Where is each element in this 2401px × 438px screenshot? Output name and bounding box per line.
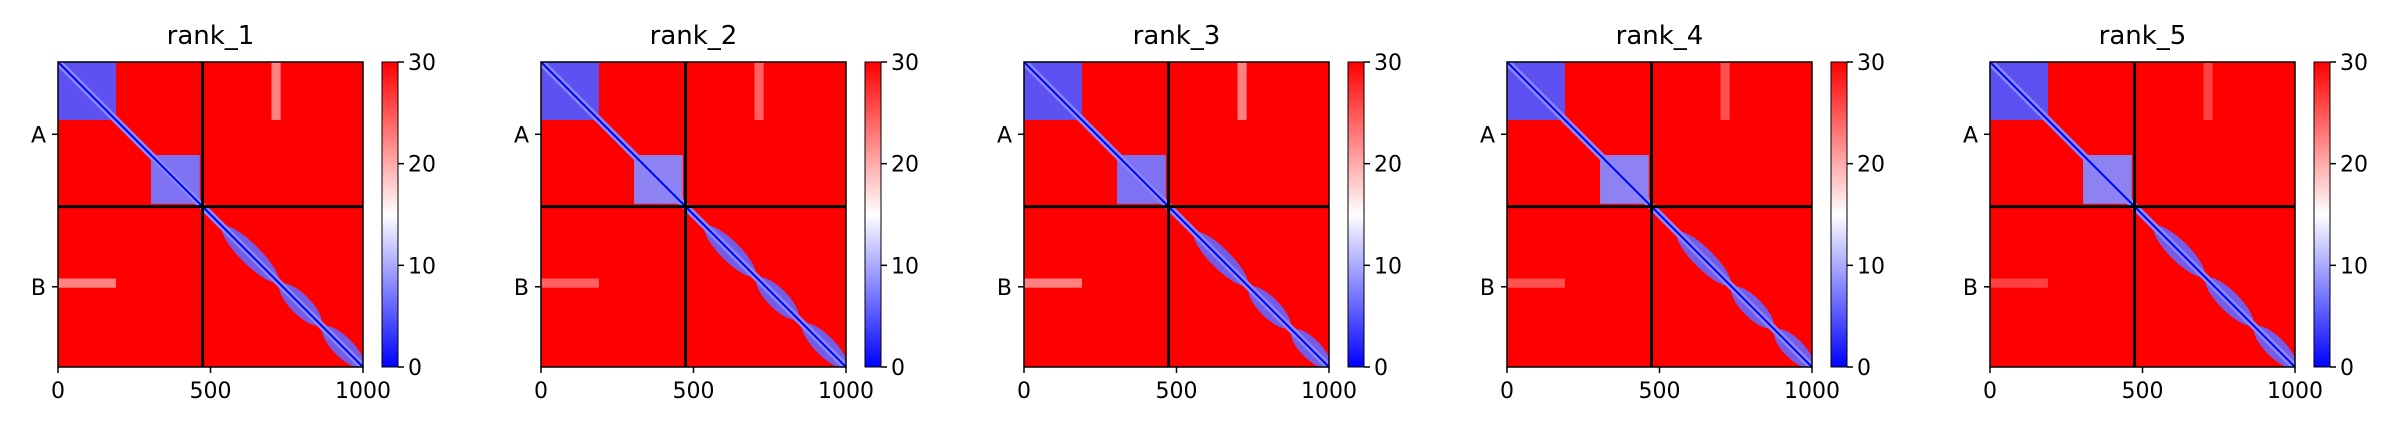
diagonal-core bbox=[58, 62, 363, 367]
diagonal-core bbox=[541, 62, 846, 367]
heatmap-block bbox=[541, 278, 599, 288]
x-tick-label: 500 bbox=[673, 379, 715, 404]
x-tick-label: 0 bbox=[1500, 379, 1514, 404]
panel-title: rank_2 bbox=[650, 21, 738, 51]
colorbar-tick-label: 30 bbox=[2340, 51, 2368, 76]
heatmap-image bbox=[541, 62, 846, 367]
colorbar-gradient bbox=[1347, 61, 1365, 368]
x-tick-label: 1000 bbox=[2267, 379, 2323, 404]
colorbar-tick-label: 20 bbox=[408, 153, 436, 178]
colorbar-tick-label: 10 bbox=[1374, 254, 1402, 279]
colorbar-tick-label: 0 bbox=[1374, 356, 1388, 381]
y-tick-label: A bbox=[514, 123, 529, 148]
heatmap-block bbox=[271, 62, 281, 120]
x-tick-label: 0 bbox=[534, 379, 548, 404]
colorbar-tick-label: 20 bbox=[2340, 153, 2368, 178]
colorbar-tick-label: 0 bbox=[891, 356, 905, 381]
colorbar-gradient bbox=[2313, 61, 2331, 368]
x-tick-label: 1000 bbox=[1301, 379, 1357, 404]
x-tick-label: 0 bbox=[51, 379, 65, 404]
heatmap-block bbox=[58, 278, 116, 288]
colorbar-tick-label: 30 bbox=[1857, 51, 1885, 76]
panel-title: rank_4 bbox=[1616, 21, 1704, 51]
diagonal-core bbox=[1507, 62, 1812, 367]
heatmap-panel-4: rank_4 0 500 1000 A B 0 10 20 30 bbox=[1480, 21, 1885, 404]
x-tick-label: 1000 bbox=[818, 379, 874, 404]
y-tick-label: B bbox=[1963, 276, 1978, 301]
colorbar-tick-label: 30 bbox=[408, 51, 436, 76]
heatmap-panel-2: rank_2 0 500 1000 A B 0 10 20 30 bbox=[514, 21, 919, 404]
colorbar: 0 10 20 30 bbox=[381, 51, 436, 381]
y-tick-label: A bbox=[31, 123, 46, 148]
colorbar-tick-label: 10 bbox=[891, 254, 919, 279]
colorbar: 0 10 20 30 bbox=[1347, 51, 1402, 381]
colorbar-gradient bbox=[381, 61, 399, 368]
heatmap-image bbox=[1024, 62, 1329, 367]
colorbar-tick-label: 20 bbox=[891, 153, 919, 178]
x-tick-label: 1000 bbox=[1784, 379, 1840, 404]
heatmap-panel-5: rank_5 0 500 1000 A B 0 10 20 30 bbox=[1963, 21, 2368, 404]
colorbar-tick-label: 10 bbox=[1857, 254, 1885, 279]
y-tick-label: A bbox=[997, 123, 1012, 148]
y-tick-label: B bbox=[1480, 276, 1495, 301]
heatmap-block bbox=[1507, 278, 1565, 288]
colorbar: 0 10 20 30 bbox=[864, 51, 919, 381]
x-tick-label: 500 bbox=[2122, 379, 2164, 404]
x-tick-label: 0 bbox=[1983, 379, 1997, 404]
y-tick-label: B bbox=[997, 276, 1012, 301]
colorbar: 0 10 20 30 bbox=[1830, 51, 1885, 381]
heatmap-block bbox=[1990, 278, 2048, 288]
panel-title: rank_3 bbox=[1133, 21, 1221, 51]
heatmap-image bbox=[1990, 62, 2295, 367]
colorbar-gradient bbox=[1830, 61, 1848, 368]
colorbar-tick-label: 30 bbox=[891, 51, 919, 76]
colorbar-tick-label: 0 bbox=[2340, 356, 2354, 381]
diagonal-core bbox=[1024, 62, 1329, 367]
colorbar-tick-label: 20 bbox=[1374, 153, 1402, 178]
x-tick-label: 500 bbox=[190, 379, 232, 404]
colorbar-tick-label: 30 bbox=[1374, 51, 1402, 76]
colorbar-tick-label: 20 bbox=[1857, 153, 1885, 178]
heatmap-block bbox=[1237, 62, 1247, 120]
heatmap-panel-1: rank_1 0 500 1000 A B 0 10 20 30 bbox=[31, 21, 436, 404]
panel-title: rank_1 bbox=[167, 21, 255, 51]
panel-title: rank_5 bbox=[2099, 21, 2187, 51]
x-tick-label: 0 bbox=[1017, 379, 1031, 404]
heatmap-block bbox=[2203, 62, 2213, 120]
y-tick-label: B bbox=[31, 276, 46, 301]
colorbar: 0 10 20 30 bbox=[2313, 51, 2368, 381]
y-tick-label: A bbox=[1480, 123, 1495, 148]
colorbar-tick-label: 10 bbox=[2340, 254, 2368, 279]
heatmap-image bbox=[1507, 62, 1812, 367]
heatmap-panel-3: rank_3 0 500 1000 A B 0 10 20 30 bbox=[997, 21, 1402, 404]
heatmap-block bbox=[754, 62, 764, 120]
x-tick-label: 500 bbox=[1156, 379, 1198, 404]
heatmap-block bbox=[1024, 278, 1082, 288]
diagonal-core bbox=[1990, 62, 2295, 367]
x-tick-label: 1000 bbox=[335, 379, 391, 404]
colorbar-gradient bbox=[864, 61, 882, 368]
heatmap-block bbox=[1720, 62, 1730, 120]
colorbar-tick-label: 0 bbox=[408, 356, 422, 381]
heatmap-image bbox=[58, 62, 363, 367]
y-tick-label: A bbox=[1963, 123, 1978, 148]
colorbar-tick-label: 0 bbox=[1857, 356, 1871, 381]
colorbar-tick-label: 10 bbox=[408, 254, 436, 279]
x-tick-label: 500 bbox=[1639, 379, 1681, 404]
y-tick-label: B bbox=[514, 276, 529, 301]
